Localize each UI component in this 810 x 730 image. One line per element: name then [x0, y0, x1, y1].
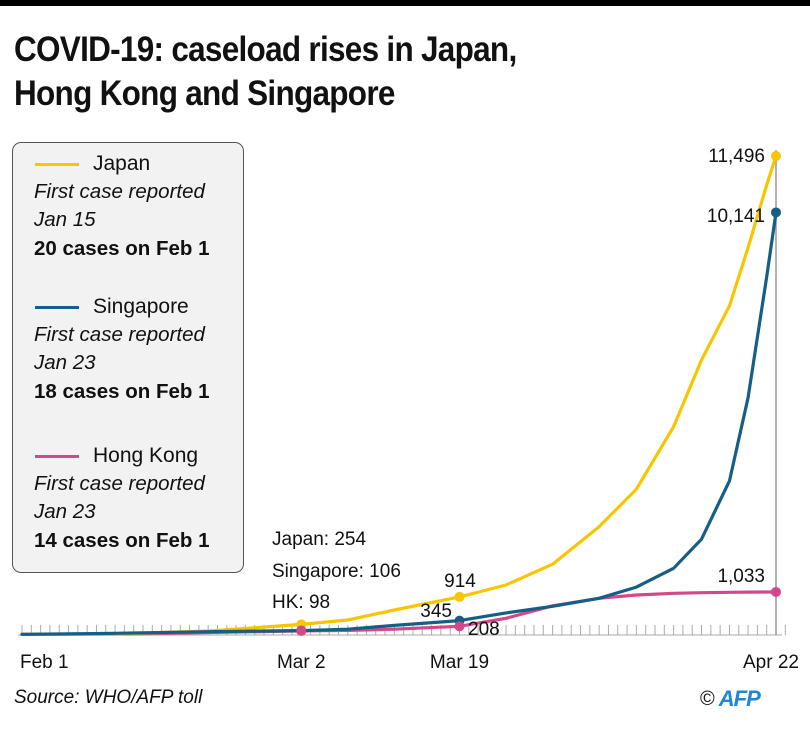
legend-cases: 14 cases on Feb 1	[34, 529, 210, 552]
series-line-hong-kong	[20, 590, 778, 637]
x-tick-label: Mar 19	[430, 652, 489, 673]
title-line-2: Hong Kong and Singapore	[14, 74, 395, 113]
data-point-hong-kong	[296, 625, 307, 636]
legend-note: First case reported	[34, 472, 205, 495]
annotation-mar2-japan: Japan: 254	[272, 529, 366, 550]
data-point-hong-kong	[454, 621, 465, 632]
annotation-mar2-hk: HK: 98	[272, 592, 330, 613]
annotation-apr22-hk: 1,033	[717, 566, 765, 587]
legend-name: Japan	[93, 152, 151, 175]
annotation-apr22-singapore: 10,141	[707, 206, 765, 227]
annotation-mar19-singapore: 345	[420, 601, 452, 622]
legend-swatch-hong-kong	[35, 454, 79, 458]
afp-credit: © AFP	[700, 686, 761, 712]
annotation-apr22-japan: 11,496	[708, 146, 765, 167]
legend-cases: 20 cases on Feb 1	[34, 237, 210, 260]
source-note: Source: WHO/AFP toll	[14, 687, 203, 708]
legend-item-japan: Japan First case reported Jan 15 20 case…	[34, 150, 249, 264]
data-point-singapore	[771, 207, 781, 218]
legend-note: First case reported	[34, 323, 205, 346]
afp-logo: AFP	[718, 686, 761, 711]
title-line-1: COVID-19: caseload rises in Japan,	[14, 30, 517, 69]
series-line-japan	[20, 154, 778, 636]
legend-name: Singapore	[93, 295, 189, 318]
annotation-mar19-hk: 208	[468, 619, 500, 640]
top-rule	[0, 0, 810, 6]
legend-note-date: Jan 15	[34, 208, 96, 231]
legend-swatch-japan	[35, 162, 79, 166]
legend-note-date: Jan 23	[34, 351, 96, 374]
legend-swatch-singapore	[35, 305, 79, 309]
legend-note-date: Jan 23	[34, 500, 96, 523]
legend-item-singapore: Singapore First case reported Jan 23 18 …	[34, 293, 249, 407]
x-tick-label: Apr 22	[743, 652, 799, 673]
legend-box: Japan First case reported Jan 15 20 case…	[12, 142, 244, 573]
data-point-japan	[771, 151, 781, 161]
x-tick-label: Mar 2	[277, 652, 326, 673]
legend-item-hong-kong: Hong Kong First case reported Jan 23 14 …	[34, 442, 249, 556]
data-point-hong-kong	[771, 586, 781, 597]
x-tick-label: Feb 1	[20, 652, 69, 673]
legend-name: Hong Kong	[93, 444, 199, 467]
annotation-mar2-singapore: Singapore: 106	[272, 561, 401, 582]
legend-cases: 18 cases on Feb 1	[34, 380, 210, 403]
series-line-singapore	[20, 210, 778, 636]
copyright-symbol: ©	[700, 687, 715, 710]
data-point-japan	[454, 591, 465, 602]
page-title: COVID-19: caseload rises in Japan, Hong …	[14, 28, 725, 116]
annotation-mar19-japan: 914	[444, 571, 476, 592]
legend-note: First case reported	[34, 180, 205, 203]
